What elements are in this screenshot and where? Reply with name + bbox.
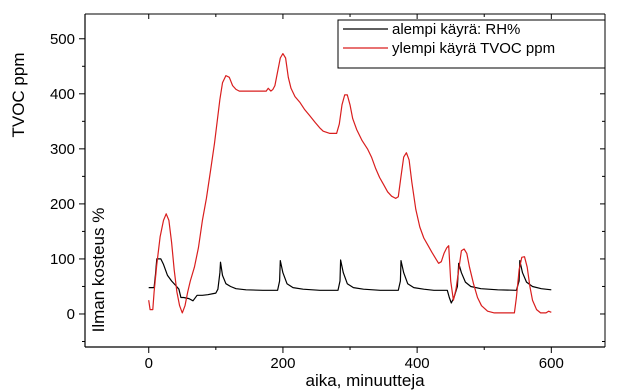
legend: alempi käyrä: RH% ylempi käyrä TVOC ppm	[337, 19, 606, 69]
x-axis-title: aika, minuutteja	[305, 371, 425, 390]
x-tick-label: 600	[539, 355, 564, 372]
x-tick-label: 200	[270, 355, 295, 372]
legend-label-tvoc: ylempi käyrä TVOC ppm	[392, 40, 555, 57]
series-line-tvoc	[148, 53, 552, 314]
y-tick-label: 400	[50, 86, 75, 103]
y-axis-title: TVOC ppm	[9, 52, 28, 137]
series-layer	[148, 53, 552, 314]
y-ticks: 0 100 200 300 400 500	[50, 31, 605, 342]
legend-box	[337, 19, 606, 69]
y-tick-label: 500	[50, 31, 75, 48]
y-tick-label: 100	[50, 251, 75, 268]
plot-frame	[84, 13, 606, 348]
x-ticks: 0 200 400 600	[145, 14, 564, 372]
y-tick-label: 200	[50, 196, 75, 213]
y-tick-label: 300	[50, 141, 75, 158]
legend-label-rh: alempi käyrä: RH%	[392, 21, 520, 38]
x-tick-label: 400	[405, 355, 430, 372]
x-tick-label: 0	[145, 355, 153, 372]
series-line-rh	[148, 258, 552, 304]
humidity-axis-title: Ilman kosteus %	[89, 208, 108, 333]
y-tick-label: 0	[67, 306, 75, 323]
